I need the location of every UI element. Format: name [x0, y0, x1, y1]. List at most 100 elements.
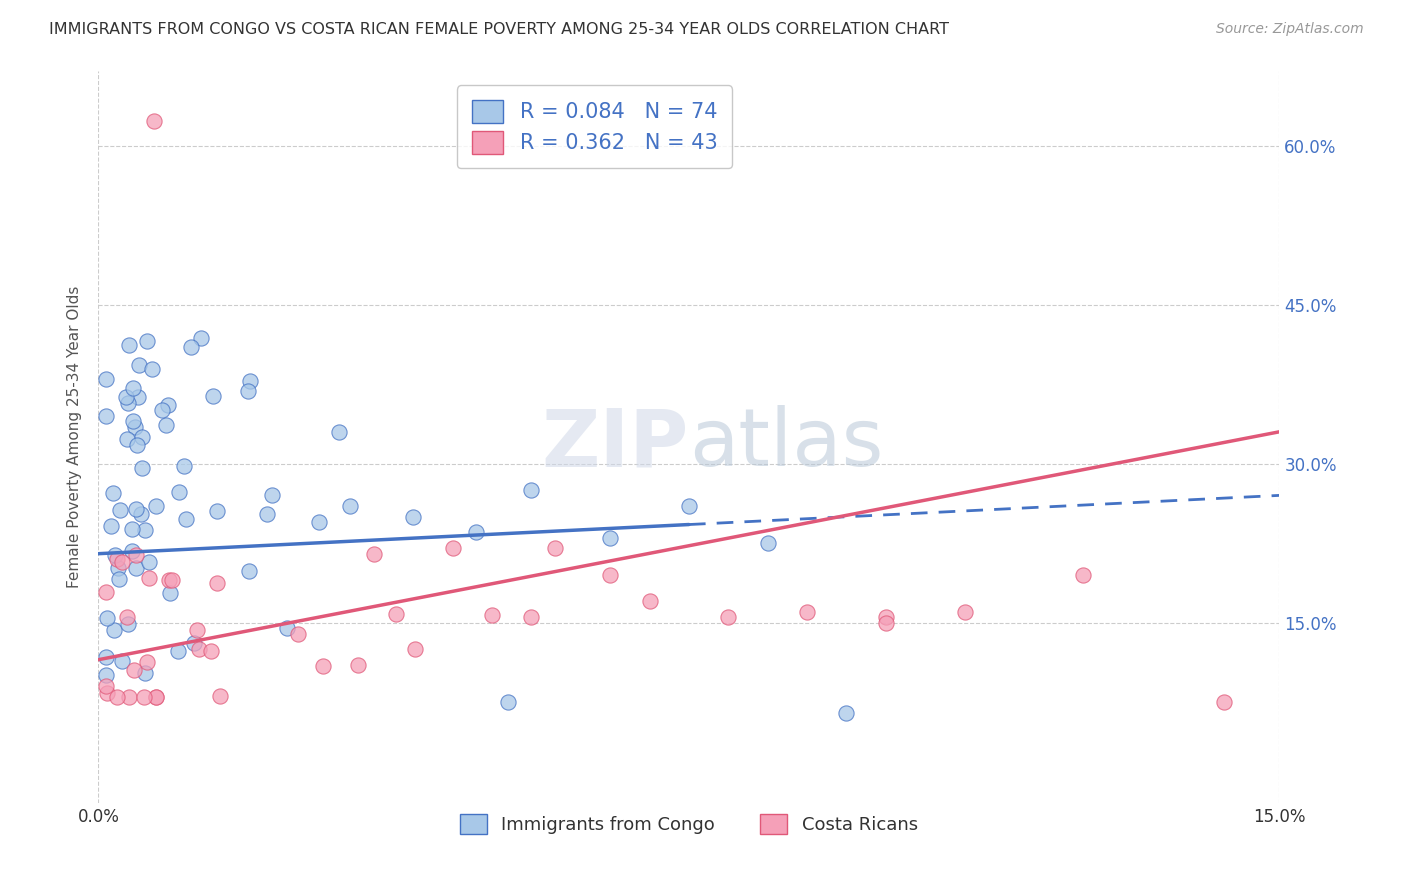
- Point: [520, 483, 543, 497]
- Point: [205, 504, 228, 518]
- Point: [160, 573, 183, 587]
- Point: [496, 695, 519, 709]
- Point: [180, 340, 202, 354]
- Text: IMMIGRANTS FROM CONGO VS COSTA RICAN FEMALE POVERTY AMONG 25-34 YEAR OLDS CORREL: IMMIGRANTS FROM CONGO VS COSTA RICAN FEM…: [49, 22, 949, 37]
- Point: [256, 507, 278, 521]
- Point: [96, 610, 118, 624]
- Point: [124, 548, 146, 562]
- Point: [875, 610, 897, 624]
- Point: [135, 655, 157, 669]
- Point: [122, 381, 145, 395]
- Point: [138, 571, 160, 585]
- Point: [465, 525, 488, 540]
- Point: [236, 384, 259, 399]
- Point: [346, 657, 368, 672]
- Y-axis label: Female Poverty Among 25-34 Year Olds: Female Poverty Among 25-34 Year Olds: [67, 286, 83, 588]
- Point: [96, 372, 118, 386]
- Point: [402, 509, 425, 524]
- Point: [131, 461, 153, 475]
- Point: [105, 552, 128, 566]
- Point: [835, 706, 858, 720]
- Point: [638, 594, 661, 608]
- Point: [96, 679, 118, 693]
- Point: [145, 690, 167, 704]
- Point: [1071, 567, 1094, 582]
- Point: [122, 414, 145, 428]
- Point: [118, 690, 141, 704]
- Point: [107, 560, 129, 574]
- Point: [169, 485, 191, 500]
- Point: [717, 610, 740, 624]
- Point: [141, 362, 163, 376]
- Point: [105, 690, 128, 704]
- Point: [115, 609, 138, 624]
- Point: [96, 668, 118, 682]
- Point: [111, 654, 134, 668]
- Point: [107, 572, 129, 586]
- Point: [96, 686, 118, 700]
- Point: [111, 555, 134, 569]
- Point: [209, 689, 232, 703]
- Point: [124, 420, 146, 434]
- Point: [308, 515, 330, 529]
- Point: [108, 503, 131, 517]
- Point: [796, 605, 818, 619]
- Point: [756, 536, 779, 550]
- Point: [122, 664, 145, 678]
- Point: [115, 390, 138, 404]
- Point: [190, 331, 212, 345]
- Point: [260, 488, 283, 502]
- Point: [239, 374, 262, 388]
- Point: [599, 531, 621, 545]
- Point: [544, 541, 567, 556]
- Point: [132, 690, 155, 704]
- Point: [1213, 695, 1236, 709]
- Point: [186, 623, 208, 637]
- Point: [200, 644, 222, 658]
- Point: [678, 499, 700, 513]
- Point: [167, 644, 190, 658]
- Point: [287, 627, 309, 641]
- Point: [96, 650, 118, 665]
- Point: [339, 499, 361, 513]
- Point: [385, 607, 408, 622]
- Point: [207, 576, 229, 591]
- Point: [145, 499, 167, 513]
- Point: [183, 636, 205, 650]
- Point: [188, 642, 211, 657]
- Point: [129, 508, 152, 522]
- Point: [174, 512, 197, 526]
- Point: [157, 573, 180, 587]
- Point: [121, 522, 143, 536]
- Point: [100, 519, 122, 533]
- Point: [481, 607, 503, 622]
- Point: [155, 417, 177, 432]
- Point: [134, 524, 156, 538]
- Point: [238, 564, 260, 578]
- Point: [159, 586, 181, 600]
- Point: [115, 433, 138, 447]
- Point: [134, 666, 156, 681]
- Legend: Immigrants from Congo, Costa Ricans: Immigrants from Congo, Costa Ricans: [446, 800, 932, 848]
- Text: ZIP: ZIP: [541, 405, 689, 483]
- Point: [363, 547, 385, 561]
- Point: [128, 358, 150, 372]
- Point: [103, 623, 125, 637]
- Point: [599, 567, 621, 582]
- Point: [131, 430, 153, 444]
- Point: [117, 617, 139, 632]
- Point: [138, 555, 160, 569]
- Point: [136, 334, 159, 349]
- Point: [121, 543, 143, 558]
- Point: [150, 402, 173, 417]
- Point: [101, 486, 124, 500]
- Point: [125, 502, 148, 516]
- Point: [173, 458, 195, 473]
- Point: [117, 396, 139, 410]
- Text: Source: ZipAtlas.com: Source: ZipAtlas.com: [1216, 22, 1364, 37]
- Text: atlas: atlas: [689, 405, 883, 483]
- Point: [96, 585, 118, 599]
- Point: [104, 549, 127, 563]
- Point: [520, 610, 543, 624]
- Point: [875, 615, 897, 630]
